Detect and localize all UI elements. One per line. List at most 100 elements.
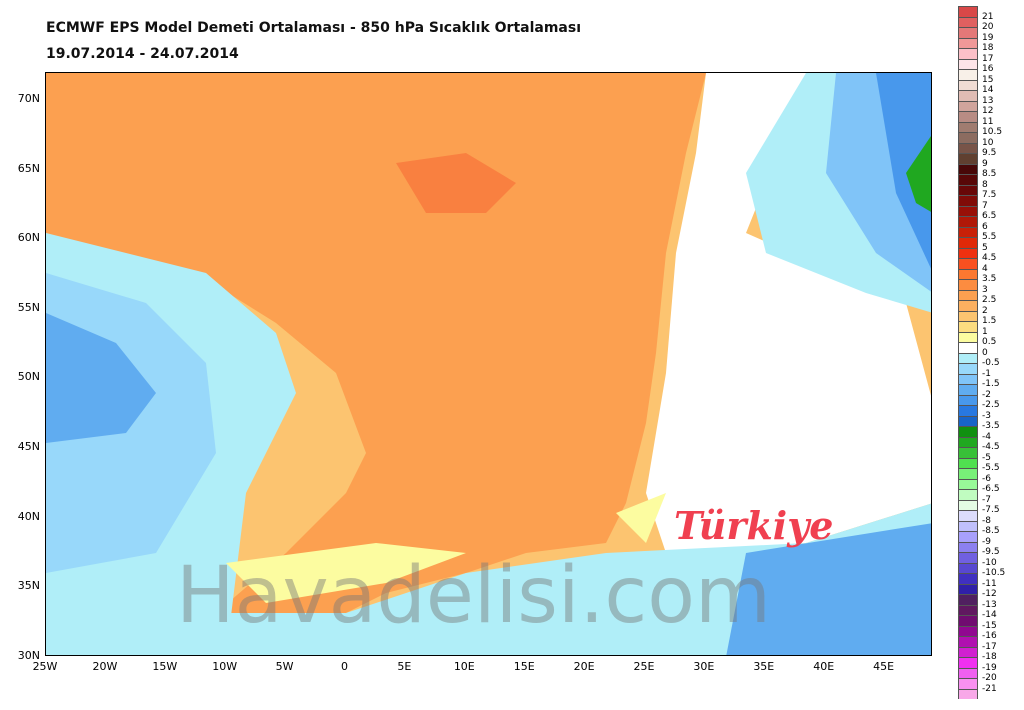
legend-swatch bbox=[958, 373, 978, 384]
legend-label: 9 bbox=[982, 158, 988, 169]
legend-swatch bbox=[958, 142, 978, 153]
legend-swatch bbox=[958, 331, 978, 342]
lat-tick-label: 50N bbox=[17, 370, 40, 384]
legend-swatch bbox=[958, 510, 978, 521]
legend-swatch bbox=[958, 478, 978, 489]
region-label-turkey: Türkiye bbox=[674, 503, 834, 548]
legend-label: 3 bbox=[982, 284, 988, 295]
lat-tick-label: 60N bbox=[17, 231, 40, 245]
legend-label: 0.5 bbox=[982, 337, 997, 347]
legend-swatch bbox=[958, 499, 978, 510]
legend-label: 16 bbox=[982, 64, 994, 74]
temperature-field bbox=[46, 73, 931, 655]
legend-swatch bbox=[958, 604, 978, 615]
legend-label: 7.5 bbox=[982, 190, 997, 200]
legend-label: 1 bbox=[982, 326, 988, 337]
lon-tick-label: 20W bbox=[92, 660, 118, 673]
legend-swatch bbox=[958, 541, 978, 552]
legend-swatch bbox=[958, 16, 978, 27]
temperature-map: Havadelisi.com Türkiye bbox=[45, 72, 932, 656]
legend-swatch bbox=[958, 153, 978, 164]
legend-label: -4 bbox=[982, 431, 991, 442]
legend-label: -9 bbox=[982, 536, 991, 547]
legend-swatch bbox=[958, 300, 978, 311]
legend-swatch bbox=[958, 226, 978, 237]
lon-tick-label: 5E bbox=[397, 660, 412, 673]
legend-swatch bbox=[958, 111, 978, 122]
legend-label: -10 bbox=[982, 557, 997, 568]
watermark: Havadelisi.com bbox=[176, 551, 771, 641]
legend-label: -14 bbox=[982, 610, 997, 620]
legend-swatch bbox=[958, 195, 978, 206]
legend-label: 20 bbox=[982, 22, 994, 32]
legend-label: -4.5 bbox=[982, 442, 1000, 452]
legend-label: -3 bbox=[982, 410, 991, 421]
lon-tick-label: 15W bbox=[152, 660, 178, 673]
legend-label: -1.5 bbox=[982, 379, 1000, 389]
legend-swatch bbox=[958, 268, 978, 279]
legend-swatch bbox=[958, 174, 978, 185]
legend-swatch bbox=[958, 48, 978, 59]
legend-swatch bbox=[958, 6, 978, 17]
legend-label: 4.5 bbox=[982, 253, 997, 263]
lat-tick-label: 55N bbox=[17, 300, 40, 314]
lon-tick-label: 30E bbox=[693, 660, 715, 673]
legend-label: -6.5 bbox=[982, 484, 1000, 494]
legend-swatch bbox=[958, 552, 978, 563]
legend-swatch bbox=[958, 289, 978, 300]
legend-label: -1 bbox=[982, 368, 991, 379]
legend-swatch bbox=[958, 436, 978, 447]
legend-swatch bbox=[958, 205, 978, 216]
lon-tick-label: 10W bbox=[212, 660, 238, 673]
legend-swatch bbox=[958, 69, 978, 80]
legend-label: 17 bbox=[982, 53, 994, 64]
legend-swatch bbox=[958, 678, 978, 689]
legend-swatch bbox=[958, 531, 978, 542]
lon-tick-label: 45E bbox=[873, 660, 895, 673]
legend-label: 18 bbox=[982, 43, 994, 53]
legend-swatch bbox=[958, 573, 978, 584]
legend-label: 5 bbox=[982, 242, 988, 253]
lon-tick-label: 40E bbox=[813, 660, 835, 673]
legend-label: 10 bbox=[982, 137, 994, 148]
legend-swatch bbox=[958, 100, 978, 111]
legend-swatch bbox=[958, 121, 978, 132]
legend-label: 5.5 bbox=[982, 232, 997, 242]
legend-label: 2.5 bbox=[982, 295, 997, 305]
color-legend: 21 20 19 18 17 16 15 14 13 12 11 10.5 10 9.5 9 8.5 8 7.5 7… bbox=[958, 6, 1005, 699]
legend-label: 1.5 bbox=[982, 316, 997, 326]
legend-label: 9.5 bbox=[982, 148, 997, 158]
lon-tick-label: 5W bbox=[275, 660, 294, 673]
legend-label: 11 bbox=[982, 116, 994, 127]
legend-swatch bbox=[958, 583, 978, 594]
legend-swatch bbox=[958, 447, 978, 458]
legend-label: -8.5 bbox=[982, 526, 1000, 536]
legend-swatch bbox=[958, 636, 978, 647]
neutral-region bbox=[646, 73, 931, 553]
legend-label: 2 bbox=[982, 305, 988, 316]
legend-label: 6 bbox=[982, 221, 988, 232]
legend-label: -15 bbox=[982, 620, 997, 631]
legend-swatch bbox=[958, 384, 978, 395]
legend-label: -11 bbox=[982, 578, 997, 589]
legend-label: -18 bbox=[982, 652, 997, 662]
lat-tick-label: 35N bbox=[17, 579, 40, 593]
legend-swatch bbox=[958, 279, 978, 290]
lon-tick-label: 25W bbox=[32, 660, 58, 673]
legend-label: -5 bbox=[982, 452, 991, 463]
legend-label: -10.5 bbox=[982, 568, 1006, 578]
legend-swatch bbox=[958, 688, 978, 699]
legend-swatch bbox=[958, 405, 978, 416]
legend-label: -21 bbox=[982, 683, 997, 694]
legend-label: -8 bbox=[982, 515, 991, 526]
legend-swatch bbox=[958, 237, 978, 248]
legend-label: -0.5 bbox=[982, 358, 1000, 368]
legend-label: 7 bbox=[982, 200, 988, 211]
legend-label: 10.5 bbox=[982, 127, 1003, 137]
legend-swatch bbox=[958, 615, 978, 626]
lat-tick-label: 45N bbox=[17, 440, 40, 453]
legend-swatch bbox=[958, 321, 978, 332]
warm-anomaly-region bbox=[46, 73, 706, 633]
legend-label: -19 bbox=[982, 662, 997, 673]
legend-label: 8.5 bbox=[982, 169, 997, 179]
